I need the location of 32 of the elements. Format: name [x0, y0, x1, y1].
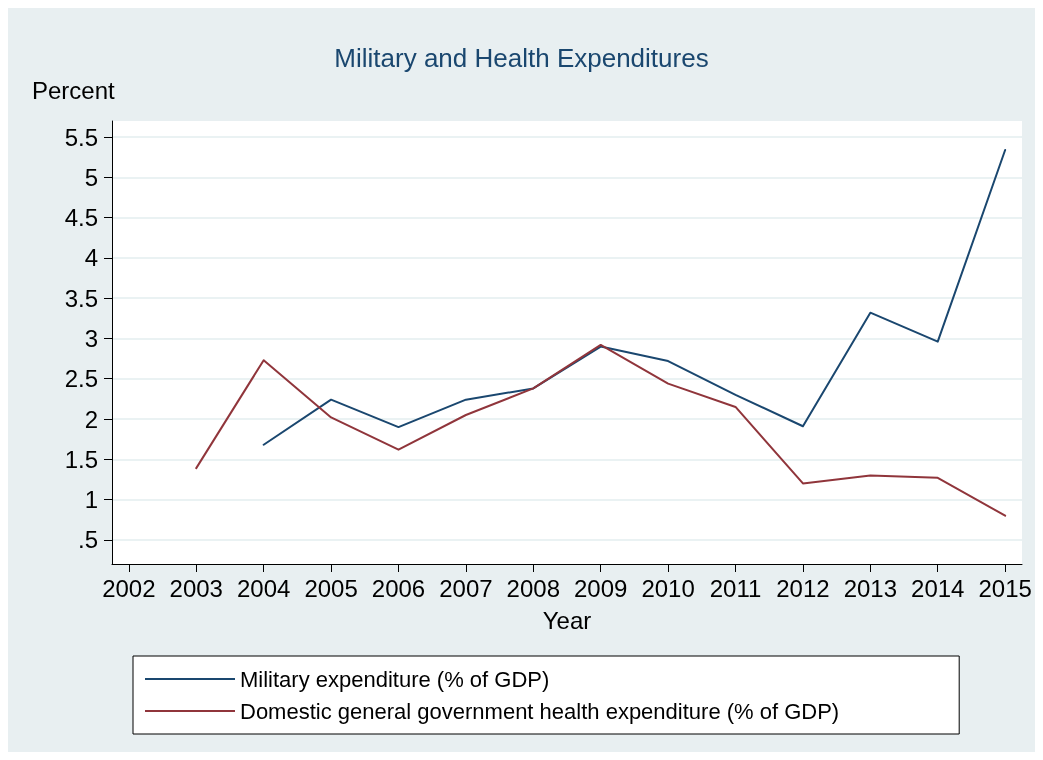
x-tick-label: 2006: [371, 574, 426, 602]
x-tick-label: 2002: [102, 574, 156, 602]
x-tick-label: 2011: [709, 574, 762, 602]
y-tick-label: 3.5: [64, 284, 98, 312]
y-tick-label: 1: [84, 486, 98, 514]
y-tick-label: 3: [84, 324, 98, 352]
chart-title: Military and Health Expenditures: [334, 43, 709, 73]
x-tick-label: 2013: [843, 574, 898, 602]
y-tick-label: 5.5: [64, 123, 98, 151]
y-tick-label: .5: [77, 526, 98, 554]
x-tick-label: 2010: [641, 574, 695, 602]
y-tick-label: 2.5: [64, 365, 98, 393]
x-tick-label: 2014: [911, 574, 965, 602]
x-tick-label: 2004: [236, 574, 291, 602]
x-tick-label: 2015: [978, 574, 1032, 602]
x-tick-label: 2003: [169, 574, 223, 602]
x-tick-label: 2005: [304, 574, 358, 602]
y-tick-label: 5: [84, 163, 98, 191]
x-tick-label: 2007: [439, 574, 493, 602]
y-tick-label: 1.5: [64, 445, 98, 473]
y-tick-label: 2: [84, 405, 98, 433]
legend-label: Domestic general government health expenditure (% of GDP): [240, 698, 840, 724]
x-axis-title: Year: [542, 606, 592, 634]
x-tick-label: 2008: [506, 574, 560, 602]
legend-label: Military expenditure (% of GDP): [240, 666, 550, 692]
y-axis-title: Percent: [32, 76, 116, 104]
line-series: [195, 343, 1007, 517]
x-tick-label: 2012: [776, 574, 830, 602]
y-tick-label: 4: [84, 244, 98, 272]
y-tick-label: 4.5: [64, 204, 98, 232]
x-tick-label: 2009: [574, 574, 628, 602]
line-series: [262, 149, 1007, 446]
